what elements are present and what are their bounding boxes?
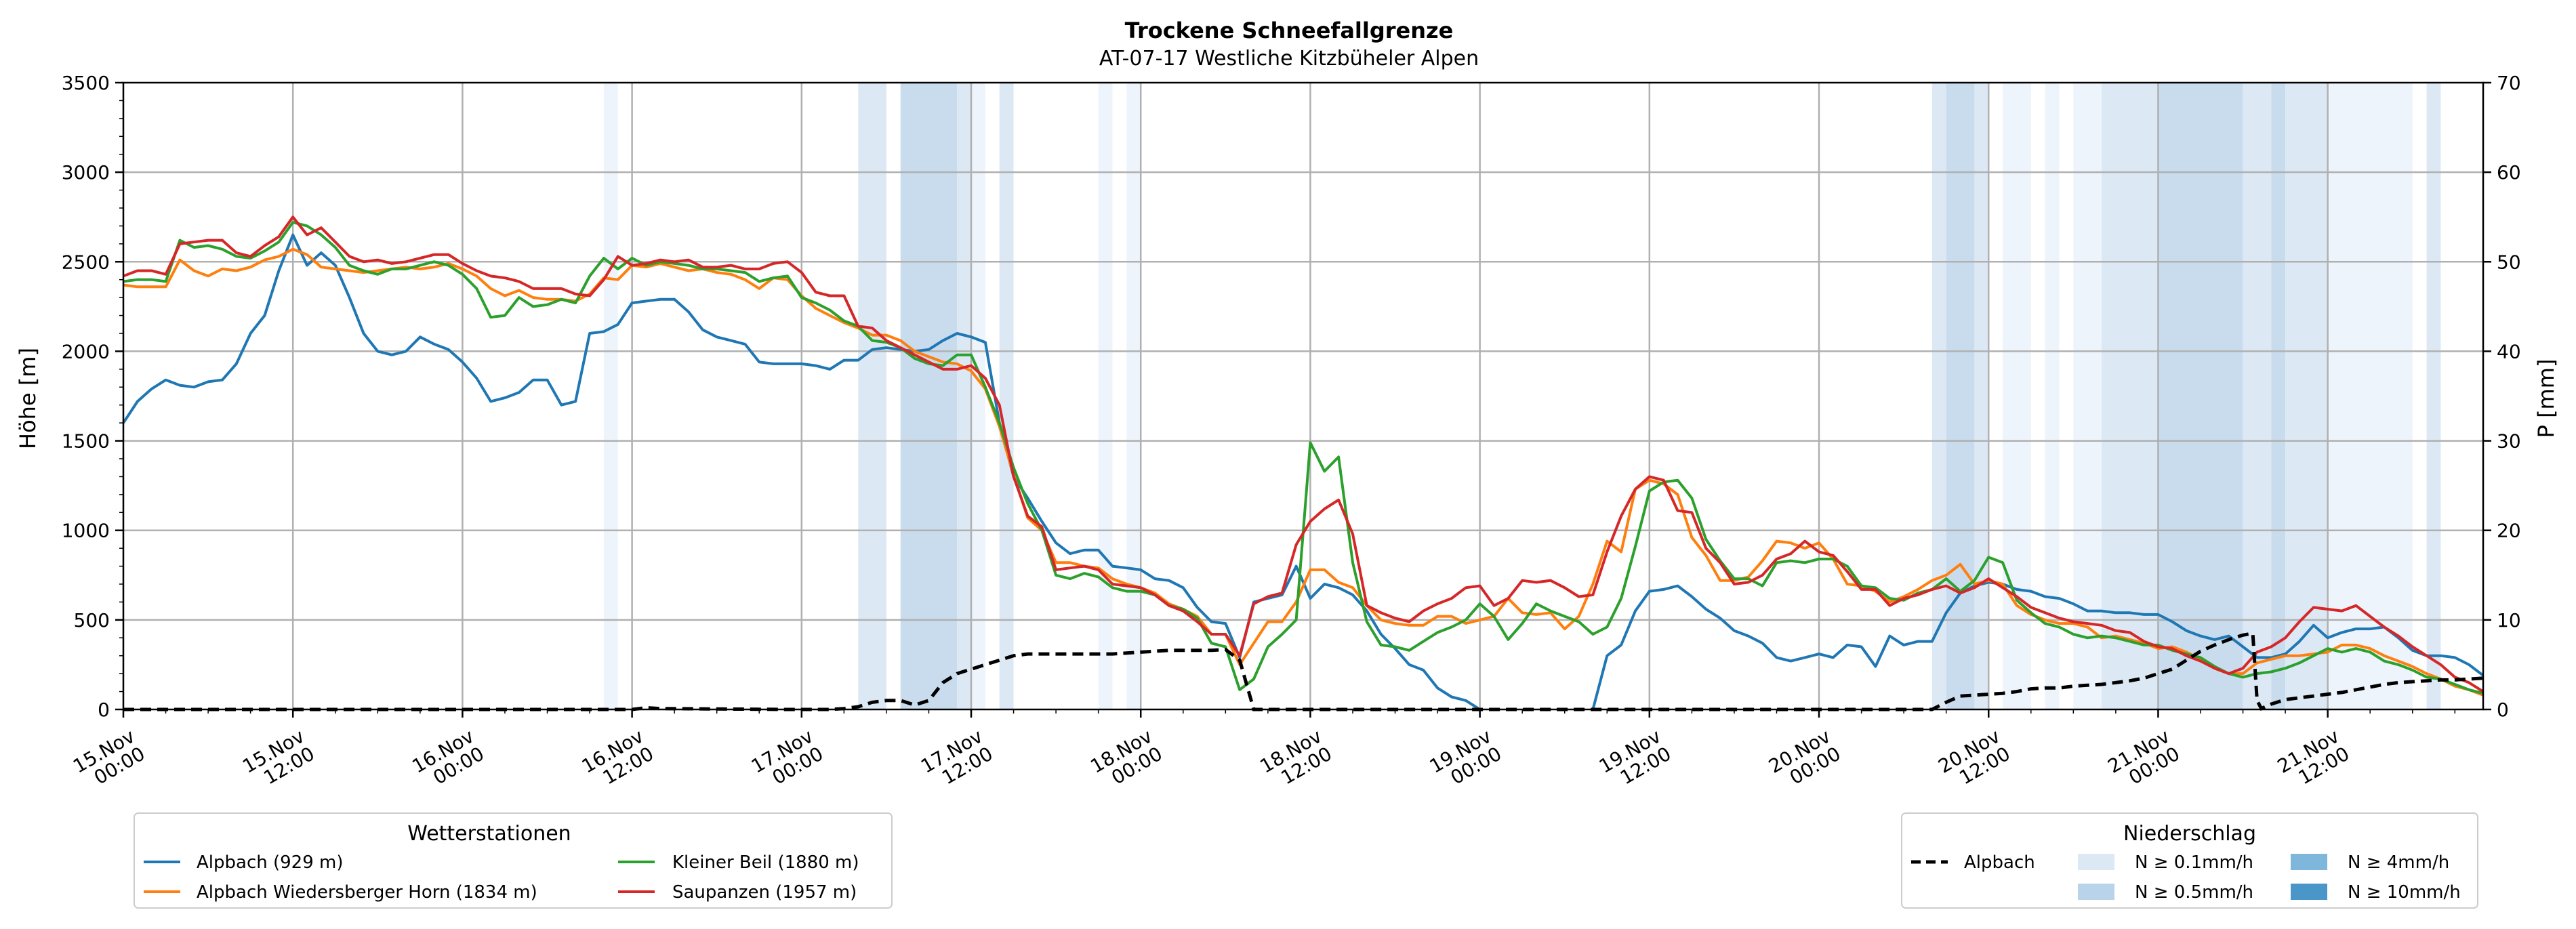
precip-band-10: [1974, 83, 1989, 709]
legend-swatch-class-2: [2291, 854, 2327, 870]
legend-entry-class-1: N ≥ 0.5mm/h: [2135, 882, 2253, 903]
y2-axis-label: P [mm]: [2533, 359, 2559, 438]
y-tick-label-4: 2000: [62, 340, 110, 363]
legend-stations-title: Wetterstationen: [407, 822, 571, 846]
precip-band-18: [2285, 83, 2328, 709]
legend-swatch-class-3: [2291, 884, 2327, 900]
y2-tick-label-0: 0: [2497, 699, 2509, 721]
y2-tick-label-3: 30: [2497, 430, 2521, 453]
y-tick-label-0: 0: [98, 699, 110, 721]
y-tick-label-1: 500: [74, 609, 110, 632]
precip-band-19: [2327, 83, 2413, 709]
legend-entry-wiedersberger-horn: Alpbach Wiedersberger Horn (1834 m): [197, 882, 537, 903]
legend-entry-class-3: N ≥ 10mm/h: [2348, 882, 2461, 903]
y2-tick-label-5: 50: [2497, 251, 2521, 273]
y-tick-label-5: 2500: [62, 251, 110, 273]
y-tick-label-6: 3000: [62, 161, 110, 184]
precip-band-0: [603, 83, 618, 709]
legend-entry-alpbach: Alpbach (929 m): [197, 852, 344, 873]
series-line-2: [123, 247, 2484, 697]
series-line-4: [123, 215, 2485, 693]
grid-lines: [123, 83, 2483, 709]
y2-tick-label-6: 60: [2497, 161, 2521, 184]
y-tick-label-7: 3500: [62, 72, 110, 94]
precip-band-9: [1946, 83, 1975, 709]
legend-entry-precip-line: Alpbach: [1964, 852, 2035, 873]
station-lines: [122, 215, 2485, 711]
y2-tick-label-2: 20: [2497, 520, 2521, 542]
precipitation-line: [123, 631, 2484, 711]
legend-swatch-class-1: [2078, 884, 2114, 900]
precip-band-2: [900, 83, 958, 709]
precip-band-15: [2158, 83, 2243, 709]
precip-band-20: [2426, 83, 2441, 709]
precip-band-1: [858, 83, 886, 709]
precip-band-16: [2243, 83, 2272, 709]
legend-entry-class-0: N ≥ 0.1mm/h: [2135, 852, 2253, 873]
chart-title: Trockene Schneefallgrenze: [1125, 18, 1454, 43]
precip-band-11: [2003, 83, 2031, 709]
precip-band-13: [2073, 83, 2102, 709]
legend-precipitation: Niederschlag Alpbach N ≥ 0.1mm/h N ≥ 0.5…: [1901, 812, 2478, 909]
precip-band-12: [2045, 83, 2060, 709]
plot-frame: [122, 81, 2485, 711]
legend-entry-saupanzen: Saupanzen (1957 m): [672, 882, 857, 903]
legend-swatch-class-0: [2078, 854, 2114, 870]
legend-stations-frame: [134, 812, 893, 909]
series-line-0: [122, 233, 1481, 711]
precip-band-3: [957, 83, 972, 709]
y2-tick-label-7: 70: [2497, 72, 2521, 94]
y-tick-label-2: 1000: [62, 520, 110, 542]
y-tick-label-3: 1500: [62, 430, 110, 453]
precip-band-8: [1931, 83, 1946, 709]
precip-band-6: [1098, 83, 1113, 709]
y2-tick-label-4: 40: [2497, 340, 2521, 363]
precipitation-bands: [603, 83, 2441, 709]
precip-band-4: [971, 83, 985, 709]
legend-entry-kleiner-beil: Kleiner Beil (1880 m): [672, 852, 859, 873]
precip-band-17: [2271, 83, 2286, 709]
precip-band-14: [2102, 83, 2159, 709]
chart-subtitle: AT-07-17 Westliche Kitzbüheler Alpen: [1099, 47, 1479, 70]
precip-band-5: [999, 83, 1014, 709]
legend-precip-frame: [1901, 812, 2478, 909]
legend-entry-class-2: N ≥ 4mm/h: [2348, 852, 2449, 873]
series-line-1: [1591, 581, 2485, 710]
precip-band-7: [1126, 83, 1141, 709]
y-axis-label: Höhe [m]: [15, 348, 41, 449]
y2-tick-label-1: 10: [2497, 609, 2521, 632]
precip-line-alpbach: [123, 631, 2484, 711]
legend-stations: Wetterstationen Alpbach (929 m) Alpbach …: [134, 812, 893, 909]
legend-precip-title: Niederschlag: [2123, 822, 2256, 846]
